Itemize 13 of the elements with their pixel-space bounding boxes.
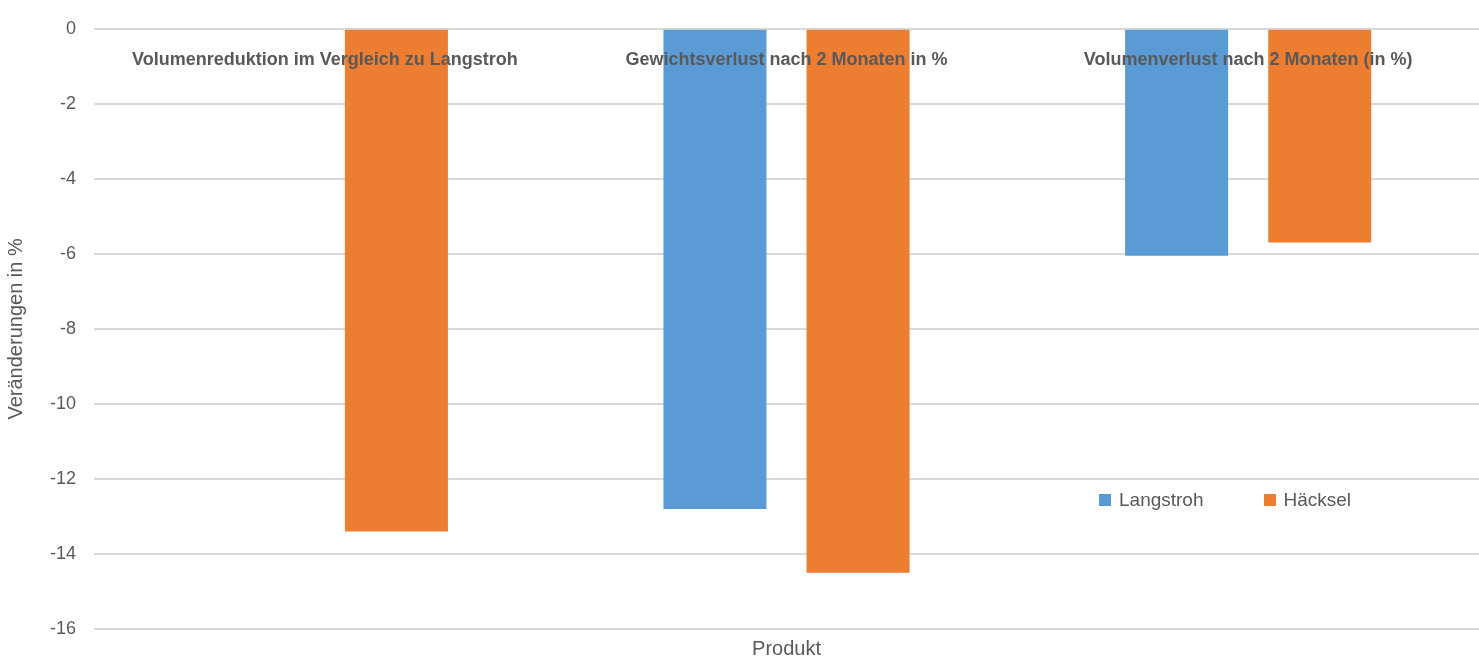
legend-label: Häcksel [1282,489,1352,511]
legend-label: Langstroh [1118,489,1204,511]
y-tick-label: -2 [60,92,77,113]
y-tick-label: -16 [50,617,77,638]
y-tick-label: -12 [50,467,77,488]
x-axis-title: Produkt [752,636,822,659]
y-tick-label: -8 [60,317,77,338]
y-tick-label: -10 [50,392,77,413]
y-tick-label: -6 [60,242,77,263]
y-tick-label: 0 [66,17,77,38]
y-tick-label: -4 [60,167,77,188]
y-axis-title: Veränderungen in % [3,238,26,420]
y-tick-label: -14 [50,542,77,563]
